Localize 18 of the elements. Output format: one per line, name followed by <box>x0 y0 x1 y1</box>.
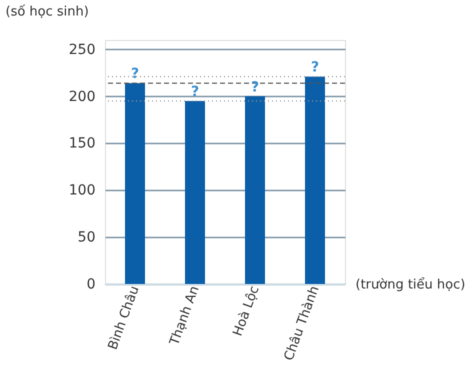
bar <box>245 96 265 284</box>
y-tick-label: 50 <box>78 230 96 246</box>
bar <box>185 101 205 284</box>
data-label: ? <box>310 60 320 76</box>
y-tick-label: 0 <box>86 276 96 292</box>
y-tick-label: 150 <box>68 136 96 152</box>
y-tick-label: 200 <box>68 88 96 105</box>
x-tick-label: Bình Châu <box>106 284 143 352</box>
data-label: ? <box>130 66 140 82</box>
x-tick-label: Hoà Lộc <box>230 284 263 338</box>
data-label: ? <box>250 79 260 96</box>
y-tick-label: 100 <box>68 182 96 199</box>
x-axis-title: (trường tiểu học) <box>356 276 466 292</box>
y-tick-label: 250 <box>68 42 96 58</box>
bar <box>125 83 145 284</box>
bar <box>305 76 325 284</box>
data-label: ? <box>190 84 200 100</box>
y-axis-title: (số học sinh) <box>6 4 89 20</box>
